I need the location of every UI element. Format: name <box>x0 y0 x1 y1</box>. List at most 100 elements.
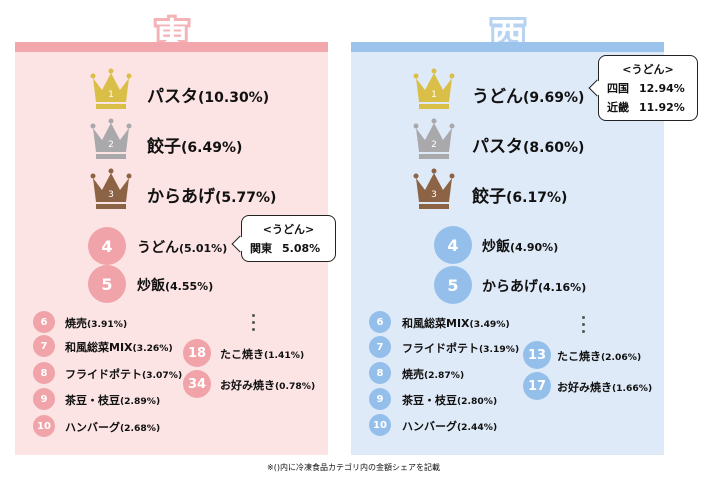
region-name: 四国 <box>607 82 629 95</box>
ranking-item: 焼売(3.91%) <box>65 315 127 331</box>
ranking-item: からあげ(5.77%) <box>147 182 276 207</box>
ranking-item: お好み焼き(0.78%) <box>220 377 315 393</box>
region-share: 11.92% <box>639 101 685 114</box>
ranking-item: 餃子(6.17%) <box>472 182 567 207</box>
rank-badge: 8 <box>369 362 391 384</box>
item-name: 和風総菜MIX <box>402 317 470 330</box>
item-share: (5.01%) <box>179 242 228 255</box>
rank-badge: 9 <box>369 388 391 410</box>
ranking-item: うどん(5.01%) <box>137 237 227 257</box>
item-share: (6.17%) <box>506 190 568 206</box>
item-name: たこ焼き <box>220 348 264 361</box>
item-name: たこ焼き <box>557 350 601 363</box>
gold-crown-icon: 1 <box>90 68 132 112</box>
item-share: (8.60%) <box>523 140 585 156</box>
callout-heading: <うどん> <box>622 63 674 76</box>
rank-badge: 5 <box>88 265 126 303</box>
rank-badge: 7 <box>369 336 391 358</box>
item-name: ハンバーグ <box>65 421 120 434</box>
ranking-item: たこ焼き(1.41%) <box>220 346 304 362</box>
rank-badge: 10 <box>33 415 55 437</box>
item-share: (10.30%) <box>198 90 270 106</box>
item-share: (4.16%) <box>538 281 587 294</box>
ranking-item: うどん(9.69%) <box>472 82 584 107</box>
bronze-crown-icon: 3 <box>90 168 132 212</box>
rank-badge: 7 <box>33 335 55 357</box>
ranking-item: ハンバーグ(2.44%) <box>402 418 497 434</box>
svg-text:3: 3 <box>108 190 114 200</box>
item-share: (3.49%) <box>469 319 510 330</box>
gold-crown-icon: 1 <box>413 68 455 112</box>
item-share: (0.78%) <box>275 381 316 392</box>
item-name: からあげ <box>147 187 215 207</box>
rank-badge: 17 <box>523 372 551 400</box>
rank-badge: 6 <box>33 311 55 333</box>
silver-crown-icon: 2 <box>413 118 455 162</box>
callout-bubble: <うどん> 関東 5.08% <box>231 215 336 262</box>
item-name: 焼売 <box>402 368 424 381</box>
item-name: 焼売 <box>65 317 87 330</box>
rank-badge: 4 <box>88 227 126 265</box>
callout-row: 関東 5.08% <box>250 240 327 256</box>
item-name: 炒飯 <box>137 278 165 294</box>
item-share: (2.68%) <box>120 423 161 434</box>
ranking-item: 餃子(6.49%) <box>147 132 242 157</box>
region-share: 12.94% <box>639 82 685 95</box>
ranking-item: 炒飯(4.55%) <box>137 275 213 295</box>
east-header-bar <box>15 42 328 52</box>
item-name: 茶豆・枝豆 <box>65 394 120 407</box>
item-share: (2.06%) <box>601 352 642 363</box>
item-name: 炒飯 <box>482 239 510 255</box>
item-name: お好み焼き <box>557 381 612 394</box>
rank-badge: 13 <box>523 341 551 369</box>
svg-text:2: 2 <box>431 140 437 150</box>
ranking-item: ハンバーグ(2.68%) <box>65 419 160 435</box>
item-name: ハンバーグ <box>402 420 457 433</box>
svg-text:1: 1 <box>108 90 114 100</box>
item-name: うどん <box>137 240 179 256</box>
rank-badge: 4 <box>434 226 472 264</box>
svg-text:2: 2 <box>108 140 114 150</box>
ellipsis-dots <box>582 316 586 337</box>
bronze-crown-icon: 3 <box>413 168 455 212</box>
ranking-item: お好み焼き(1.66%) <box>557 379 652 395</box>
rank-badge: 9 <box>33 388 55 410</box>
callout-bubble: <うどん> 四国 12.94% 近畿 11.92% <box>588 55 698 121</box>
footnote: ※()内に冷凍食品カテゴリ内の金額シェアを記載 <box>267 463 440 472</box>
item-share: (2.87%) <box>424 370 465 381</box>
west-header-bar <box>351 42 664 52</box>
ranking-item: 炒飯(4.90%) <box>482 236 558 256</box>
item-share: (2.80%) <box>457 396 498 407</box>
item-name: うどん <box>472 87 523 107</box>
item-share: (2.44%) <box>457 422 498 433</box>
item-name: パスタ <box>147 87 198 107</box>
callout-row: 四国 12.94% <box>607 80 689 96</box>
ranking-item: たこ焼き(2.06%) <box>557 348 641 364</box>
item-name: フライドポテト <box>402 342 479 355</box>
item-share: (9.69%) <box>523 90 585 106</box>
item-name: 和風総菜MIX <box>65 341 133 354</box>
ranking-item: 茶豆・枝豆(2.80%) <box>402 392 497 408</box>
item-name: からあげ <box>482 279 538 295</box>
item-name: フライドポテト <box>65 368 142 381</box>
region-name: 関東 <box>250 242 272 255</box>
ranking-item: フライドポテト(3.19%) <box>402 340 519 356</box>
item-share: (5.77%) <box>215 190 277 206</box>
item-share: (1.66%) <box>612 383 653 394</box>
item-name: 餃子 <box>147 137 181 157</box>
item-name: お好み焼き <box>220 379 275 392</box>
item-share: (2.89%) <box>120 396 161 407</box>
ranking-item: からあげ(4.16%) <box>482 276 586 296</box>
svg-text:1: 1 <box>431 90 437 100</box>
ranking-item: 焼売(2.87%) <box>402 366 464 382</box>
ranking-item: パスタ(10.30%) <box>147 82 269 107</box>
rank-badge: 6 <box>369 311 391 333</box>
silver-crown-icon: 2 <box>90 118 132 162</box>
item-share: (3.91%) <box>87 319 128 330</box>
rank-badge: 34 <box>183 370 211 398</box>
callout-row: 近畿 11.92% <box>607 99 689 115</box>
callout-heading: <うどん> <box>262 223 315 236</box>
ranking-item: 和風総菜MIX(3.49%) <box>402 315 510 331</box>
item-share: (1.41%) <box>264 350 305 361</box>
item-share: (4.90%) <box>510 241 559 254</box>
